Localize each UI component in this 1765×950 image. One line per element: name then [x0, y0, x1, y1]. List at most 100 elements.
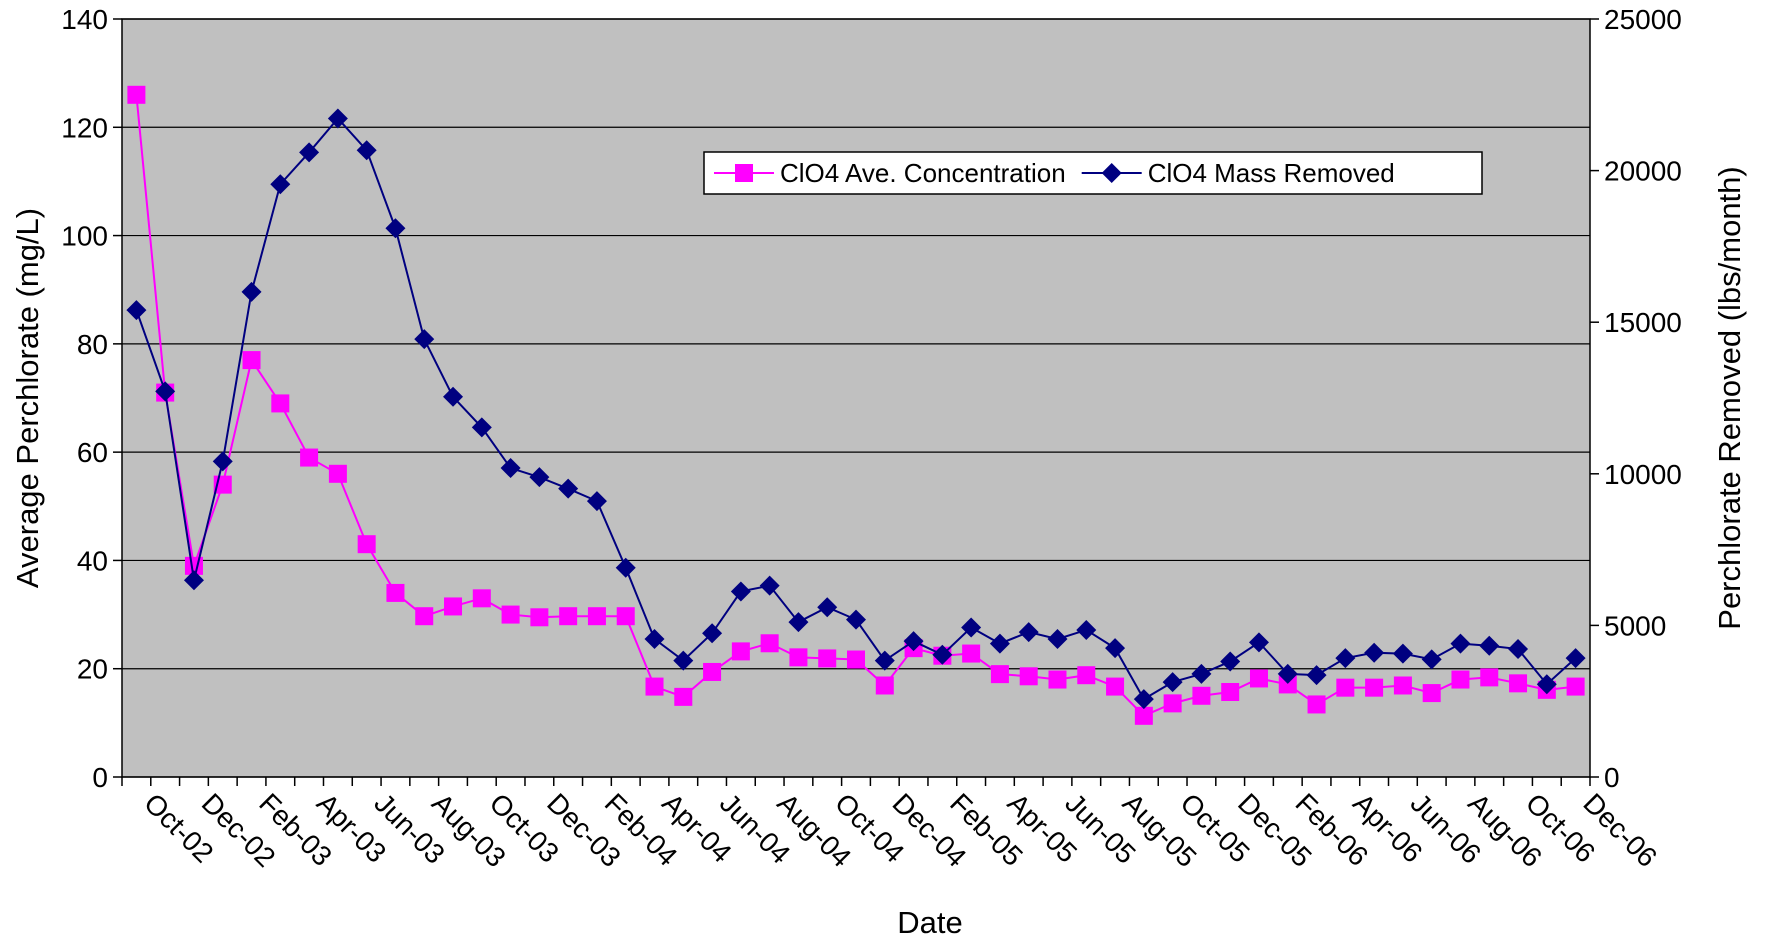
point-marker [212, 451, 233, 472]
point-marker [903, 631, 924, 652]
point-marker [1422, 684, 1441, 703]
point-marker [1018, 622, 1039, 643]
point-marker [961, 617, 982, 638]
point-marker [1134, 706, 1153, 725]
point-marker [817, 597, 838, 618]
point-marker [673, 650, 694, 671]
point-marker [1421, 649, 1442, 670]
point-marker [126, 300, 147, 321]
point-marker [1277, 663, 1298, 684]
y2-tick-label: 20000 [1604, 156, 1682, 187]
point-marker [415, 607, 434, 626]
y-tick-label: 140 [61, 4, 108, 35]
point-marker [759, 575, 780, 596]
legend-label: ClO4 Mass Removed [1148, 158, 1395, 188]
point-marker [1105, 638, 1126, 659]
x-tick-label: Dec-06 [1577, 787, 1663, 873]
point-marker [357, 535, 376, 554]
point-marker [271, 394, 290, 413]
point-marker [1536, 674, 1557, 695]
point-marker [1220, 651, 1241, 672]
point-marker [558, 478, 579, 499]
x-axis-title: Date [897, 905, 962, 940]
point-marker [847, 650, 865, 669]
point-marker [962, 644, 981, 663]
y2-tick-label: 0 [1604, 762, 1620, 793]
point-marker [328, 464, 347, 483]
point-marker [1479, 635, 1500, 656]
point-marker [1101, 163, 1122, 183]
point-marker [644, 629, 665, 650]
point-marker [1047, 629, 1068, 650]
point-marker [1565, 648, 1586, 669]
point-marker [1480, 668, 1499, 687]
point-marker [788, 612, 809, 633]
point-marker [990, 665, 1009, 684]
y-tick-label: 20 [77, 654, 108, 685]
point-marker [242, 351, 261, 370]
point-marker [300, 448, 319, 467]
point-marker [789, 648, 808, 667]
point-marker [875, 676, 894, 695]
y2-tick-label: 15000 [1604, 307, 1682, 338]
point-marker [1076, 619, 1097, 640]
point-marker [1450, 633, 1471, 654]
point-marker [645, 677, 664, 696]
point-marker [1163, 694, 1182, 713]
point-marker [735, 164, 753, 182]
point-marker [586, 491, 607, 512]
point-marker [414, 329, 435, 350]
y-tick-label: 80 [77, 329, 108, 360]
point-marker [444, 597, 463, 616]
point-marker [270, 174, 291, 195]
point-marker [1162, 672, 1183, 693]
point-marker [702, 623, 723, 644]
point-marker [327, 108, 348, 129]
point-marker [443, 386, 464, 407]
point-marker [989, 633, 1010, 654]
y-tick-label: 60 [77, 437, 108, 468]
y2-tick-label: 25000 [1604, 4, 1682, 35]
y-tick-label: 0 [92, 762, 108, 793]
point-marker [530, 608, 549, 627]
point-marker [471, 417, 492, 438]
point-marker [1336, 678, 1355, 697]
legend-box [703, 151, 1483, 195]
point-marker [846, 609, 866, 630]
point-marker [356, 140, 377, 161]
point-marker [241, 281, 262, 302]
point-marker [1306, 665, 1327, 686]
point-marker [1077, 666, 1096, 685]
point-marker [1133, 689, 1154, 710]
point-marker [155, 381, 176, 402]
point-marker [674, 687, 693, 706]
point-marker [501, 605, 520, 624]
point-marker [529, 467, 550, 488]
point-marker [760, 634, 779, 653]
point-marker [1106, 677, 1125, 696]
point-marker [1048, 670, 1067, 689]
point-marker [703, 662, 722, 681]
y-tick-label: 40 [77, 545, 108, 576]
point-marker [1191, 663, 1212, 684]
point-marker [1192, 686, 1211, 705]
y2-axis-title: Perchlorate Removed (lbs/month) [1712, 166, 1747, 629]
point-marker [127, 85, 146, 104]
point-marker [299, 142, 320, 163]
point-marker [616, 607, 635, 626]
point-marker [1307, 695, 1326, 714]
y-tick-label: 100 [61, 221, 108, 252]
point-marker [1393, 676, 1412, 695]
point-marker [1451, 670, 1470, 689]
legend: ClO4 Ave. Concentration ClO4 Mass Removed [703, 151, 1483, 195]
y2-tick-label: 5000 [1604, 610, 1666, 641]
point-marker [1248, 632, 1269, 653]
y-axis-title: Average Perchlorate (mg/L) [10, 208, 45, 588]
point-marker [559, 607, 578, 626]
point-marker [1508, 639, 1529, 660]
point-marker [472, 589, 491, 608]
point-marker [615, 557, 636, 578]
point-marker [1278, 675, 1297, 694]
point-marker [1019, 667, 1038, 686]
point-marker [1221, 682, 1240, 701]
